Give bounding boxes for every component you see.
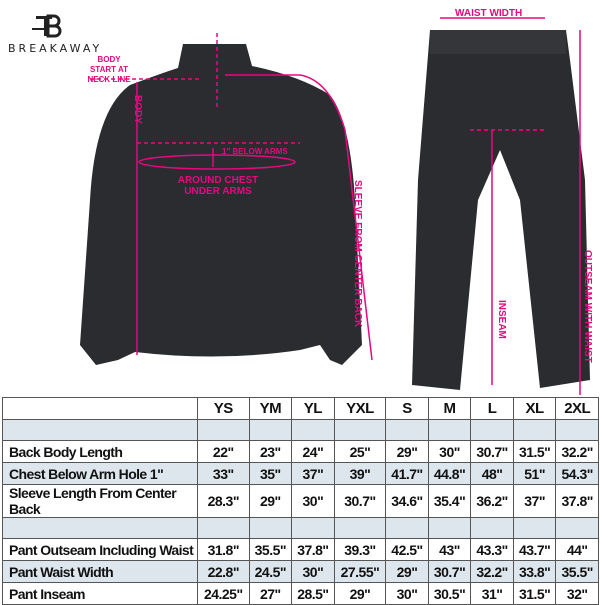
size-chart-table: YS YM YL YXL S M L XL 2XL Back Body Leng… [2,397,599,605]
measurement-cell: 33.8" [512,560,557,583]
row-label: Pant Outseam Including Waist [2,538,198,561]
measurement-cell: 43.7" [512,538,557,561]
table-row: Sleeve Length From Center Back 28.3" 29" 30… [2,484,599,518]
measurement-cell: 30.7" [333,484,387,518]
measurement-cell: 42.5" [385,538,429,561]
measurement-cell: 48" [470,462,514,485]
measurement-cell: 34.6" [385,484,429,518]
table-row: Back Body Length 22" 23" 24" 25" 29" 30" 30.7" 3… [2,440,599,463]
measurement-cell: 35.4" [427,484,472,518]
measurement-cell: 29" [385,440,429,463]
size-header: YS [197,397,250,420]
size-header: YXL [333,397,387,420]
table-row: Pant Waist Width 22.8" 24.5" 30" 27.55" 29" 30… [2,560,599,583]
inseam-label: INSEAM [496,300,507,339]
measurement-cell: 28.5" [291,582,335,605]
size-header: YL [291,397,335,420]
measurement-cell: 44.8" [427,462,472,485]
below-arms-label: 1" BELOW ARMS [222,147,288,156]
measurement-cell: 27.55" [333,560,387,583]
size-header: L [470,397,514,420]
measurement-cell: 31.8" [197,538,250,561]
measurement-cell: 29" [333,582,387,605]
measurement-cell: 30.5" [427,582,472,605]
size-header: YM [248,397,293,420]
jacket-shape [80,44,362,365]
measurement-cell: 37" [512,484,557,518]
measurement-cell: 37.8" [555,484,599,518]
measurement-cell: 30.7" [427,560,472,583]
outseam-label: OUTSEAM WITH WAIST [582,250,593,363]
measurement-cell: 25" [333,440,387,463]
size-header-row: YS YM YL YXL S M L XL 2XL [2,397,599,420]
measurement-cell: 30" [427,440,472,463]
measurement-cell: 35.5" [555,560,599,583]
measurement-cell: 41.7" [385,462,429,485]
around-chest-label: AROUND CHEST UNDER ARMS [177,175,259,197]
measurement-cell: 24" [291,440,335,463]
measurement-cell: 36.2" [470,484,514,518]
measurement-cell: 22.8" [197,560,250,583]
measurement-cell: 30" [291,484,335,518]
measurement-cell: 51" [512,462,557,485]
measurement-cell: 33" [197,462,250,485]
measurement-cell: 43" [427,538,472,561]
row-label: Back Body Length [2,440,198,463]
table-row: Chest Below Arm Hole 1" 33" 35" 37" 39" 41.7"… [2,462,599,485]
measurement-cell: 29" [385,560,429,583]
row-label: Chest Below Arm Hole 1" [2,462,198,485]
table-row: Pant Outseam Including Waist 31.8" 35.5" 37… [2,538,599,561]
measurement-cell: 23" [248,440,293,463]
spacer-row [2,517,599,539]
row-label: Pant Waist Width [2,560,198,583]
brand-logo: BREAKAWAY [8,42,103,55]
spacer-row [2,419,599,441]
measurement-cell: 32" [555,582,599,605]
waist-width-label: WAIST WIDTH [455,8,523,19]
size-header: XL [512,397,557,420]
measurement-cell: 44" [555,538,599,561]
size-header: S [385,397,429,420]
body-label: BODY [132,95,143,124]
measurement-cell: 24.25" [197,582,250,605]
breakaway-logo-icon [32,14,62,38]
measurement-cell: 22" [197,440,250,463]
measurement-cell: 30" [385,582,429,605]
measurement-cell: 28.3" [197,484,250,518]
measurement-cell: 54.3" [555,462,599,485]
measurement-cell: 24.5" [248,560,293,583]
measurement-cell: 30" [291,560,335,583]
measurement-cell: 31.5" [512,582,557,605]
measurement-cell: 37.8" [291,538,335,561]
size-header: M [427,397,472,420]
measurement-cell: 37" [291,462,335,485]
measurement-cell: 31" [470,582,514,605]
row-label: Sleeve Length From Center Back [2,484,198,518]
measurement-cell: 27" [248,582,293,605]
measurement-cell: 32.2" [555,440,599,463]
measurement-cell: 35.5" [248,538,293,561]
measurement-cell: 32.2" [470,560,514,583]
measurement-cell: 29" [248,484,293,518]
measurement-cell: 30.7" [470,440,514,463]
table-row: Pant Inseam 24.25" 27" 28.5" 29" 30" 30.5" 31" 3… [2,582,599,605]
measurement-cell: 39" [333,462,387,485]
garment-illustration [32,14,590,395]
measurement-cell: 39.3" [333,538,387,561]
row-label: Pant Inseam [2,582,198,605]
measurement-cell: 31.5" [512,440,557,463]
size-header: 2XL [555,397,599,420]
sleeve-label: SLEEVE FROM CENTER BACK [352,180,363,328]
measurement-cell: 43.3" [470,538,514,561]
measurement-cell: 35" [248,462,293,485]
body-start-label: BODY START AT NECK LINE [87,55,131,84]
pants-shape [412,30,590,390]
